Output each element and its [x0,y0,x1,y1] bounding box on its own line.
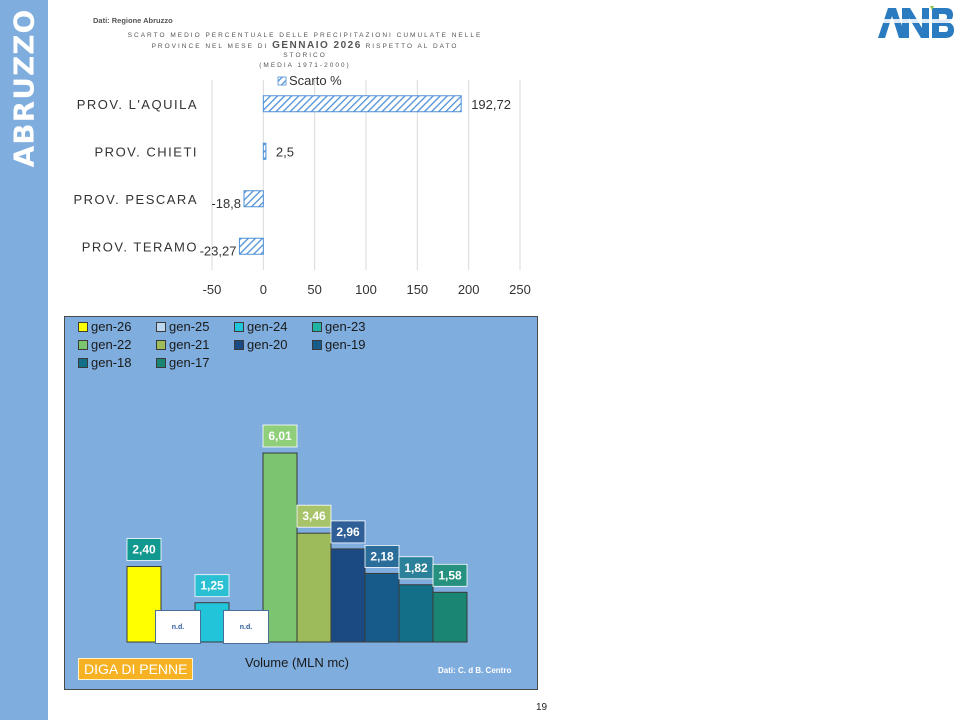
title-line: SCARTO MEDIO PERCENTUALE DELLE PRECIPITA… [127,32,483,39]
value-label: 2,5 [276,144,294,159]
legend-item: gen-18 [78,355,131,370]
legend-label: gen-23 [325,319,366,334]
bar [243,190,264,208]
legend-swatch [156,321,166,332]
legend-swatch [156,339,166,350]
legend-item: gen-25 [156,319,209,334]
legend-label: gen-20 [247,337,288,352]
category-label: PROV. CHIETI [95,144,198,159]
legend-item: gen-24 [234,319,287,334]
legend-swatch [312,339,322,350]
bar [398,584,434,643]
value-label-box [330,520,366,544]
legend-label: gen-19 [325,337,366,352]
x-tick-label: 150 [406,282,428,297]
page-number: 19 [536,702,548,713]
value-label-box [194,574,230,598]
x-tick-label: 50 [307,282,321,297]
bar [238,237,264,255]
title-highlight: GENNAIO 2026 [272,39,362,51]
category-label: PROV. TERAMO [82,239,198,254]
legend-swatch [78,357,88,368]
legend-item: gen-20 [234,337,287,352]
bar [296,532,332,643]
value-label: 2,18 [370,549,394,563]
sidebar-title: ABRUZZO [7,8,41,168]
dam-panel: gen-26 gen-25 gen-24 gen-23 gen-22 gen-21 gen-… [64,316,538,690]
title-line: STORICO [283,52,327,59]
legend-item: gen-23 [312,319,365,334]
value-label-box [262,424,298,448]
value-label: 1,58 [438,568,462,582]
category-label: PROV. PESCARA [73,192,198,207]
category-label: PROV. L'AQUILA [77,97,198,112]
not-available-label: n.d. [155,610,201,644]
value-label-box [432,563,468,587]
legend-label: gen-21 [169,337,210,352]
legend-swatch [78,339,88,350]
legend-label: gen-25 [169,319,210,334]
legend-label: gen-22 [91,337,132,352]
bar [432,591,468,643]
value-label: 192,72 [471,97,511,112]
bar [364,572,400,643]
x-tick-label: 250 [509,282,531,297]
value-label: 1,25 [200,579,224,593]
legend-item: gen-21 [156,337,209,352]
legend-label: gen-26 [91,319,132,334]
bar [262,142,267,160]
legend-swatch [156,357,166,368]
title-line: (MEDIA 1971-2000) [259,61,351,69]
value-label-box [126,538,162,561]
not-available-label: n.d. [223,610,269,644]
legend-swatch [78,321,88,332]
value-label: 2,96 [336,525,360,539]
value-label: -18,8 [211,196,241,211]
value-label: 2,40 [132,543,156,557]
value-label-box [296,504,332,528]
legend-label: gen-24 [247,319,288,334]
data-source: Dati: C. d B. Centro [438,666,512,675]
data-source: Dati: Regione Abruzzo [93,16,173,25]
legend-swatch [277,76,287,86]
chart-title: SCARTO MEDIO PERCENTUALE DELLE PRECIPITA… [90,31,520,70]
legend-item: gen-19 [312,337,365,352]
x-tick-label: 100 [355,282,377,297]
legend-swatch [234,339,244,350]
x-tick-label: 200 [458,282,480,297]
x-tick-label: 0 [260,282,267,297]
value-label: -23,27 [200,243,237,258]
value-label: 6,01 [268,429,292,443]
x-axis-label: Volume (MLN mc) [244,655,350,670]
value-label: 3,46 [302,509,326,523]
legend-swatch [234,321,244,332]
sidebar: ABRUZZO [0,0,48,720]
legend-label: gen-17 [169,355,210,370]
legend-item: gen-26 [78,319,131,334]
title-line: PROVINCE NEL MESE DI GENNAIO 2026 RISPET… [151,39,459,51]
value-label: 1,82 [404,561,428,575]
x-tick-label: -50 [203,282,222,297]
anbi-logo [876,6,956,38]
bar [262,95,462,113]
bar [330,548,366,643]
legend-item: gen-22 [78,337,131,352]
precipitation-deviation-chart: -50 0 50 100 150 200 250 PROV. L'AQUILA 192,72 P… [73,73,531,297]
legend-label: gen-18 [91,355,132,370]
legend-item: gen-17 [156,355,209,370]
reservoir-volume-chart: 2,40 1,25 6,01 3,46 2,96 2,18 1,82 1,58 [126,424,468,643]
legend-label: Scarto % [289,73,342,88]
legend-swatch [312,321,322,332]
dam-name-tag: DIGA DI PENNE [78,658,194,680]
